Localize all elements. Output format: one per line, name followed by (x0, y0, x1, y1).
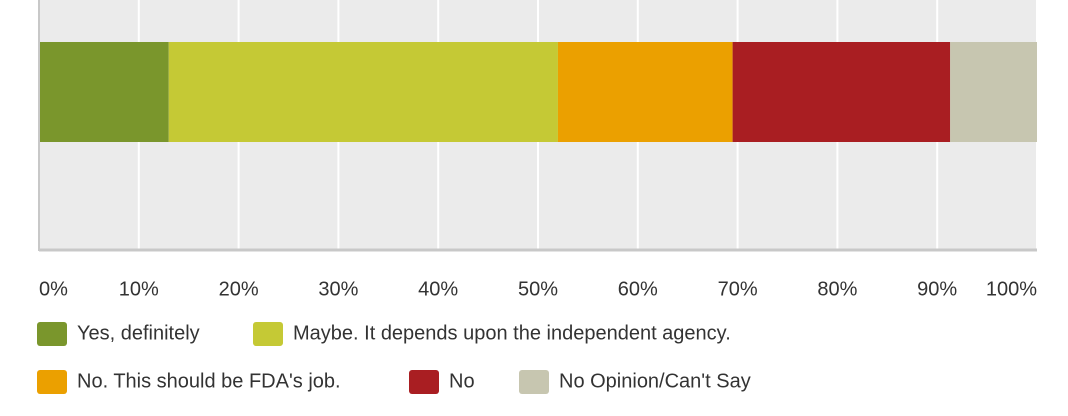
legend-swatch (253, 322, 283, 346)
x-tick-label: 30% (318, 278, 358, 300)
bar-segment (39, 42, 169, 142)
x-tick-label: 60% (618, 278, 658, 300)
x-tick-label: 40% (418, 278, 458, 300)
legend-label: Maybe. It depends upon the independent a… (293, 322, 731, 344)
x-tick-label: 90% (917, 278, 957, 300)
x-tick-label: 0% (39, 278, 68, 300)
legend-swatch (409, 370, 439, 394)
bar-segment (732, 42, 951, 142)
bar-segment (950, 42, 1037, 142)
x-tick-label: 100% (986, 278, 1037, 300)
x-tick-label: 10% (119, 278, 159, 300)
legend-label: No. This should be FDA's job. (77, 370, 341, 392)
legend-label: No (449, 370, 475, 392)
x-tick-label: 50% (518, 278, 558, 300)
legend-swatch (37, 322, 67, 346)
x-tick-label: 20% (219, 278, 259, 300)
legend-label: Yes, definitely (77, 322, 200, 344)
legend-swatch (519, 370, 549, 394)
bar-segment (557, 42, 733, 142)
bar-segment (168, 42, 558, 142)
legend-swatch (37, 370, 67, 394)
x-tick-label: 70% (718, 278, 758, 300)
legend-label: No Opinion/Can't Say (559, 370, 751, 392)
x-tick-label: 80% (817, 278, 857, 300)
